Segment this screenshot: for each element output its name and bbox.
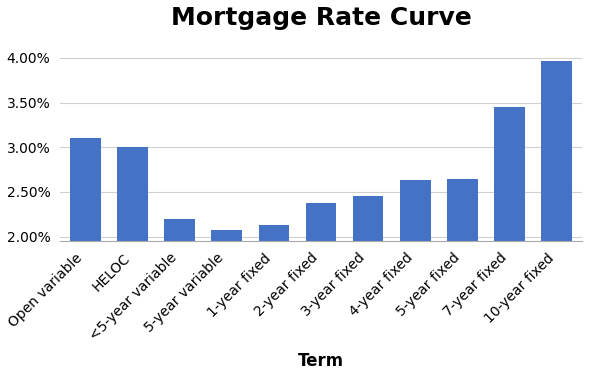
Bar bbox=[447, 178, 478, 371]
Bar bbox=[400, 180, 431, 371]
Bar bbox=[70, 138, 101, 371]
Bar bbox=[541, 60, 572, 371]
Bar bbox=[259, 225, 289, 371]
Bar bbox=[353, 197, 383, 371]
Title: Mortgage Rate Curve: Mortgage Rate Curve bbox=[170, 6, 472, 30]
Bar bbox=[117, 147, 148, 371]
X-axis label: Term: Term bbox=[298, 352, 344, 370]
Bar bbox=[494, 107, 525, 371]
Bar bbox=[211, 230, 242, 371]
Bar bbox=[305, 203, 337, 371]
Bar bbox=[164, 219, 195, 371]
